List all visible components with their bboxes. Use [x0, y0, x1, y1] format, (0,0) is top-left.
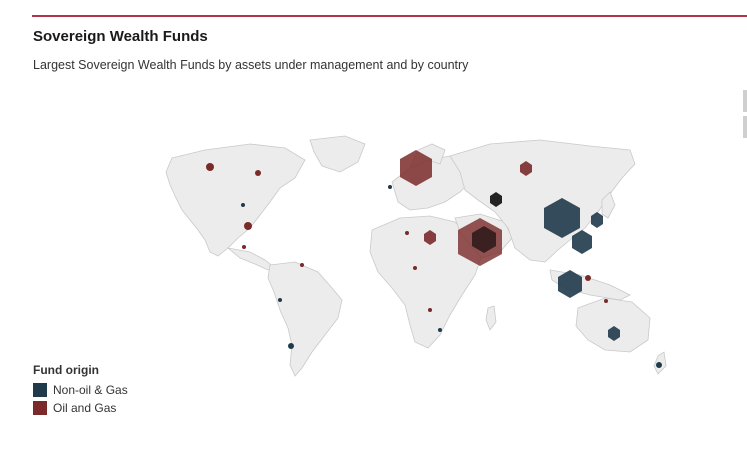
marker-timor[interactable]	[604, 299, 608, 303]
marker-algeria[interactable]	[405, 231, 409, 235]
legend-item-non-oil[interactable]: Non-oil & Gas	[33, 383, 128, 397]
marker-russia[interactable]	[520, 161, 532, 176]
land-japan	[601, 191, 616, 219]
marker-libya[interactable]	[424, 230, 436, 245]
marker-korea[interactable]	[591, 212, 603, 228]
legend-item-oil[interactable]: Oil and Gas	[33, 401, 128, 415]
land-south-america	[267, 261, 343, 377]
header-rule	[32, 15, 747, 17]
marker-china-large[interactable]	[544, 198, 580, 238]
marker-saudi-arabia[interactable]	[472, 226, 496, 253]
land-greenland	[309, 135, 366, 173]
marker-nigeria[interactable]	[413, 266, 417, 270]
legend-label-non-oil: Non-oil & Gas	[53, 383, 128, 397]
marker-norway[interactable]	[400, 150, 432, 186]
scroll-tab-lower[interactable]	[743, 116, 747, 138]
marker-angola[interactable]	[428, 308, 432, 312]
marker-hong-kong[interactable]	[572, 230, 592, 254]
marker-alaska[interactable]	[206, 163, 214, 171]
marker-chile[interactable]	[288, 343, 294, 349]
page-subtitle: Largest Sovereign Wealth Funds by assets…	[33, 58, 469, 72]
world-map-svg	[165, 135, 667, 377]
marker-australia[interactable]	[608, 326, 620, 341]
land-asia	[449, 139, 636, 263]
marker-new-zealand[interactable]	[656, 362, 662, 368]
marker-singapore[interactable]	[558, 270, 582, 298]
world-map	[110, 130, 710, 380]
fund-markers-non-oil	[241, 185, 662, 368]
land-madagascar	[485, 305, 497, 331]
marker-us-west[interactable]	[241, 203, 245, 207]
legend-swatch-non-oil	[33, 383, 47, 397]
marker-us-texas[interactable]	[244, 222, 252, 230]
scroll-tab-upper[interactable]	[743, 90, 747, 112]
marker-mexico[interactable]	[242, 245, 246, 249]
legend: Fund origin Non-oil & Gas Oil and Gas	[33, 363, 128, 419]
marker-ireland[interactable]	[388, 185, 392, 189]
marker-botswana[interactable]	[438, 328, 442, 332]
legend-label-oil: Oil and Gas	[53, 401, 117, 415]
page-title: Sovereign Wealth Funds	[33, 28, 208, 45]
legend-title: Fund origin	[33, 363, 99, 377]
land-north-america	[165, 143, 306, 257]
marker-canada[interactable]	[255, 170, 261, 176]
land-africa	[369, 215, 483, 349]
marker-venezuela[interactable]	[300, 263, 304, 267]
marker-peru[interactable]	[278, 298, 282, 302]
fund-markers-oil	[206, 150, 608, 312]
marker-kazakhstan[interactable]	[490, 192, 502, 207]
legend-swatch-oil	[33, 401, 47, 415]
land-central-america	[226, 247, 276, 271]
land-australia	[575, 297, 651, 353]
marker-brunei[interactable]	[585, 275, 591, 281]
